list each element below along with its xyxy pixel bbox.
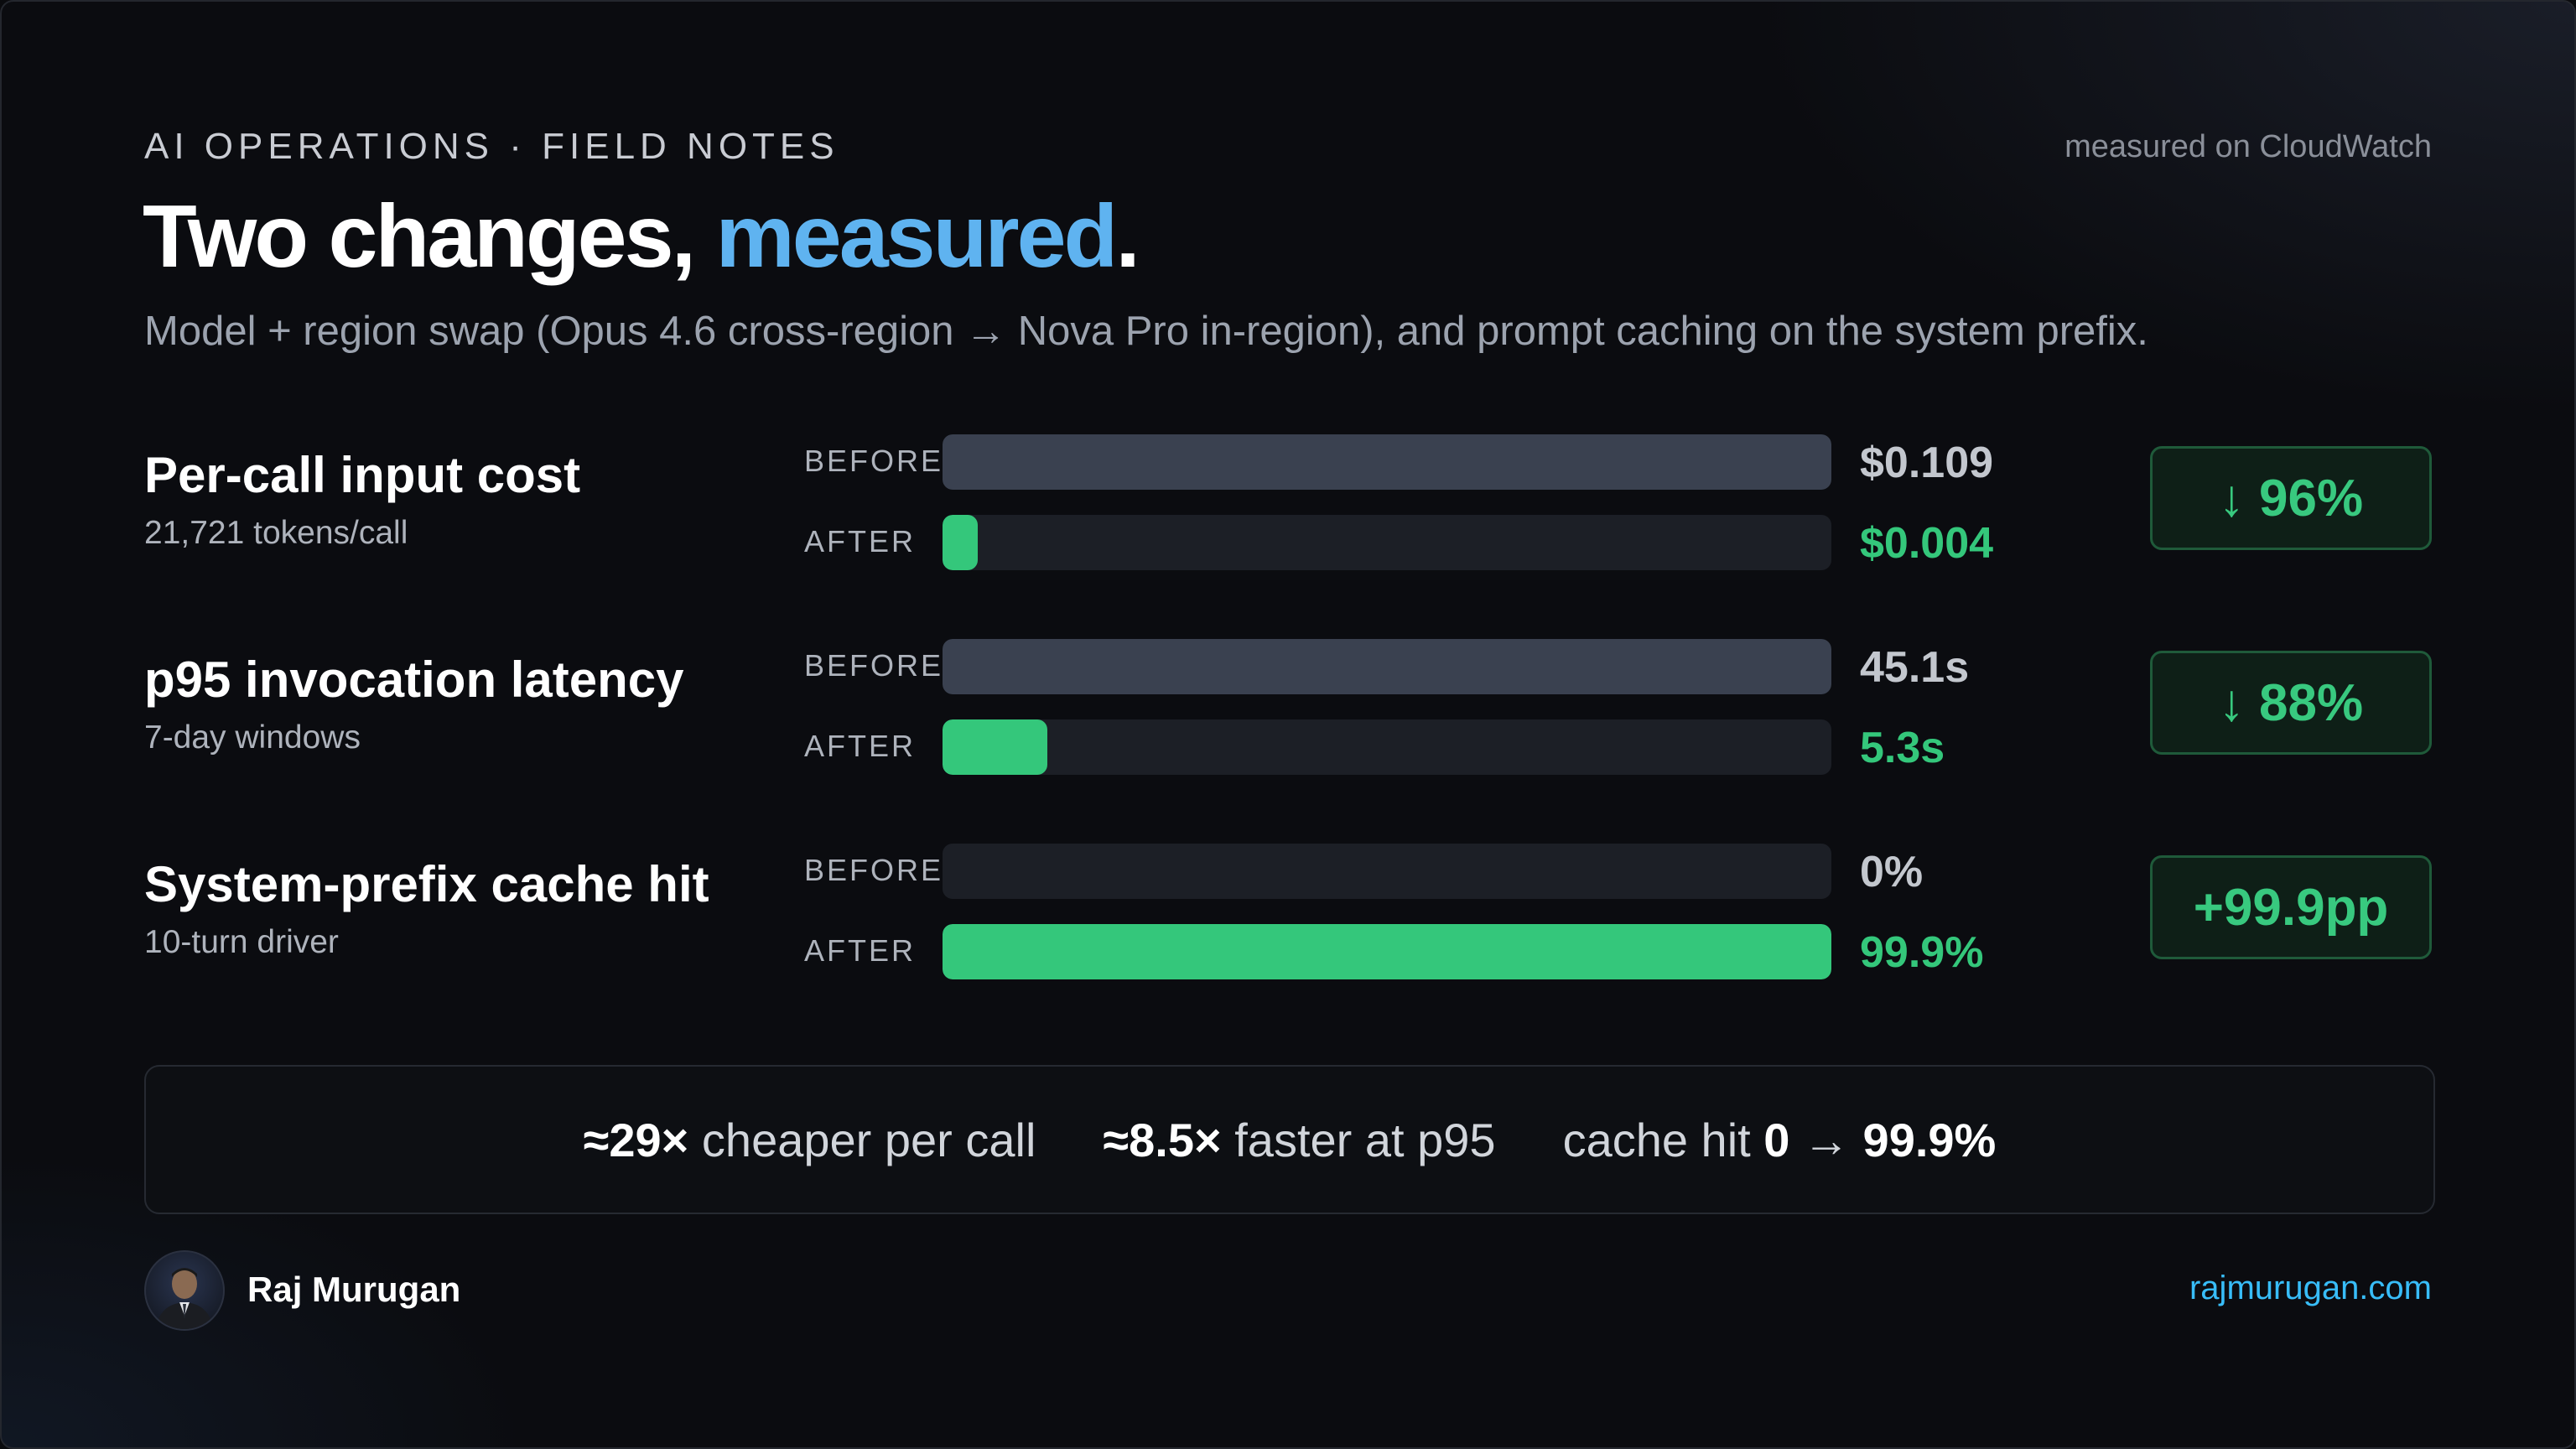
- page-title: Two changes, measured.: [143, 187, 1140, 286]
- title-end: .: [1115, 187, 1140, 286]
- source-note: measured on CloudWatch: [2064, 129, 2432, 164]
- after-bar: [943, 515, 979, 570]
- after-bar: [943, 924, 1831, 979]
- change-badge: +99.9pp: [2150, 855, 2432, 959]
- after-bar: [943, 719, 1047, 775]
- summary-cache: cache hit 0 → 99.9%: [1563, 1113, 1997, 1167]
- before-track: [943, 844, 1831, 899]
- after-value: $0.004: [1860, 519, 1994, 568]
- summary-speed-text: faster at p95: [1221, 1113, 1496, 1166]
- after-track: [943, 719, 1831, 775]
- metric-subtitle: 21,721 tokens/call: [144, 515, 408, 551]
- before-track: [943, 434, 1831, 490]
- metric-subtitle: 7-day windows: [144, 719, 361, 756]
- metric-cache-hit: System-prefix cache hit 10-turn driver B…: [2, 840, 2574, 983]
- summary-cache-arrow: →: [1789, 1113, 1863, 1166]
- after-value: 99.9%: [1860, 928, 1984, 977]
- subtitle: Model + region swap (Opus 4.6 cross-regi…: [144, 309, 2148, 354]
- avatar: [144, 1250, 225, 1331]
- summary-cache-text: cache hit: [1562, 1113, 1764, 1166]
- change-badge: ↓ 96%: [2150, 446, 2432, 550]
- before-label: BEFORE: [804, 853, 944, 887]
- after-value: 5.3s: [1860, 724, 1945, 772]
- title-accent: measured: [715, 187, 1119, 286]
- summary-cost: ≈29× cheaper per call: [584, 1113, 1036, 1167]
- metric-title: System-prefix cache hit: [144, 856, 709, 912]
- before-bar: [943, 639, 1831, 694]
- before-value: $0.109: [1860, 439, 1994, 487]
- title-main: Two changes,: [143, 187, 716, 286]
- metric-latency: p95 invocation latency 7-day windows BEF…: [2, 636, 2574, 778]
- website-link[interactable]: rajmurugan.com: [2189, 1270, 2432, 1306]
- metric-title: p95 invocation latency: [144, 652, 684, 708]
- summary-cost-text: cheaper per call: [688, 1113, 1036, 1166]
- before-track: [943, 639, 1831, 694]
- after-track: [943, 924, 1831, 979]
- author-name: Raj Murugan: [247, 1270, 461, 1309]
- before-label: BEFORE: [804, 444, 944, 478]
- eyebrow: AI OPERATIONS · FIELD NOTES: [144, 126, 839, 167]
- summary-cost-strong: ≈29×: [583, 1113, 689, 1166]
- after-track: [943, 515, 1831, 570]
- metric-cost: Per-call input cost 21,721 tokens/call B…: [2, 431, 2574, 574]
- before-bar: [943, 434, 1831, 490]
- person-icon: [156, 1268, 213, 1329]
- after-label: AFTER: [804, 524, 917, 558]
- summary-speed: ≈8.5× faster at p95: [1103, 1113, 1495, 1167]
- summary-strip: ≈29× cheaper per call ≈8.5× faster at p9…: [144, 1065, 2435, 1214]
- summary-speed-strong: ≈8.5×: [1103, 1113, 1222, 1166]
- change-badge: ↓ 88%: [2150, 651, 2432, 755]
- after-label: AFTER: [804, 933, 917, 968]
- summary-cache-from: 0: [1763, 1113, 1790, 1166]
- after-label: AFTER: [804, 729, 917, 763]
- metric-title: Per-call input cost: [144, 447, 581, 503]
- before-value: 45.1s: [1860, 643, 1970, 692]
- metric-subtitle: 10-turn driver: [144, 924, 339, 960]
- summary-cache-to: 99.9%: [1862, 1113, 1997, 1166]
- before-value: 0%: [1860, 848, 1924, 896]
- before-label: BEFORE: [804, 648, 944, 683]
